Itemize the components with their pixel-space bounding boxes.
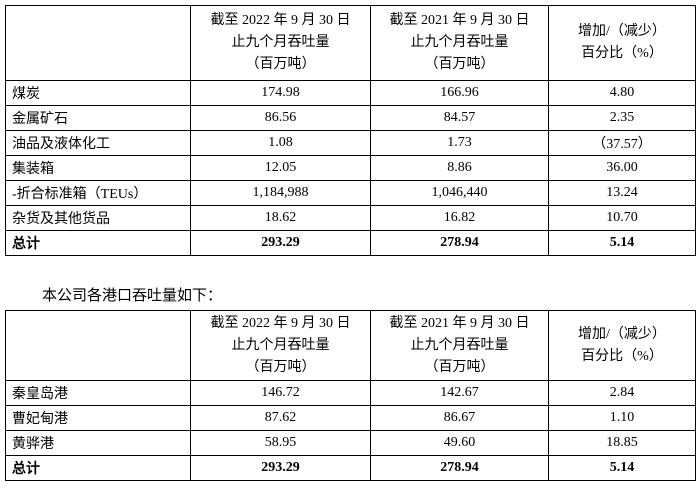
table-row: 曹妃甸港 87.62 86.67 1.10 bbox=[5, 405, 696, 431]
header-line: 百分比（%） bbox=[581, 348, 663, 364]
header-cell bbox=[5, 310, 191, 381]
value-cell: 142.67 bbox=[370, 380, 549, 406]
header-line: 增加/（减少） bbox=[578, 326, 666, 342]
header-cell: 截至 2022 年 9 月 30 日止九个月吞吐量 （百万吨） bbox=[190, 310, 371, 381]
table-row: -折合标准箱（TEUs） 1,184,988 1,046,440 13.24 bbox=[5, 180, 696, 206]
value-cell: 49.60 bbox=[370, 430, 549, 456]
header-line: （百万吨） bbox=[245, 359, 316, 375]
value-cell: 18.62 bbox=[190, 205, 371, 231]
header-cell: 增加/（减少） 百分比（%） bbox=[548, 310, 696, 381]
header-line: 百分比（%） bbox=[581, 46, 663, 61]
value-cell: 1.08 bbox=[190, 130, 371, 156]
label-cell: 集装箱 bbox=[5, 155, 191, 181]
value-cell: 4.80 bbox=[548, 80, 696, 106]
label-cell: 曹妃甸港 bbox=[5, 405, 191, 431]
header-line: （百万吨） bbox=[245, 57, 316, 72]
header-line: 增加/（减少） bbox=[578, 24, 666, 39]
header-line: （百万吨） bbox=[424, 57, 495, 72]
header-line: 截至 2022 年 9 月 30 日 bbox=[210, 315, 351, 331]
value-cell: 8.86 bbox=[370, 155, 549, 181]
table-row: 杂货及其他货品 18.62 16.82 10.70 bbox=[5, 205, 696, 231]
table-row: 黄骅港 58.95 49.60 18.85 bbox=[5, 430, 696, 456]
value-cell: 1,046,440 bbox=[370, 180, 549, 206]
value-cell: 1,184,988 bbox=[190, 180, 371, 206]
value-cell: 5.14 bbox=[548, 230, 696, 256]
header-cell: 截至 2022 年 9 月 30 日止九个月吞吐量 （百万吨） bbox=[190, 5, 371, 81]
header-row: 截至 2022 年 9 月 30 日止九个月吞吐量 （百万吨） 截至 2021 年 … bbox=[5, 5, 696, 81]
header-line: （百万吨） bbox=[424, 359, 495, 375]
value-cell: 278.94 bbox=[370, 455, 549, 481]
value-cell: 5.14 bbox=[548, 455, 696, 481]
value-cell: 10.70 bbox=[548, 205, 696, 231]
table-row: 油品及液体化工 1.08 1.73 （37.57） bbox=[5, 130, 696, 156]
table-row: 总计 293.29 278.94 5.14 bbox=[5, 230, 696, 256]
value-cell: 84.57 bbox=[370, 105, 549, 131]
value-cell: 58.95 bbox=[190, 430, 371, 456]
label-cell: 黄骅港 bbox=[5, 430, 191, 456]
label-cell: 金属矿石 bbox=[5, 105, 191, 131]
value-cell: 2.35 bbox=[548, 105, 696, 131]
header-line: 止九个月吞吐量 bbox=[231, 35, 330, 50]
header-cell bbox=[5, 5, 191, 81]
label-cell: -折合标准箱（TEUs） bbox=[5, 180, 191, 206]
value-cell: 166.96 bbox=[370, 80, 549, 106]
value-cell: 293.29 bbox=[190, 455, 371, 481]
label-cell: 油品及液体化工 bbox=[5, 130, 191, 156]
value-cell: 146.72 bbox=[190, 380, 371, 406]
table-row: 煤炭 174.98 166.96 4.80 bbox=[5, 80, 696, 106]
value-cell: 1.10 bbox=[548, 405, 696, 431]
value-cell: 13.24 bbox=[548, 180, 696, 206]
label-cell: 总计 bbox=[5, 230, 191, 256]
label-cell: 秦皇岛港 bbox=[5, 380, 191, 406]
value-cell: 1.73 bbox=[370, 130, 549, 156]
label-cell: 杂货及其他货品 bbox=[5, 205, 191, 231]
header-cell: 截至 2021 年 9 月 30 日止九个月吞吐量 （百万吨） bbox=[370, 310, 549, 381]
label-cell: 总计 bbox=[5, 455, 191, 481]
header-line: 截至 2022 年 9 月 30 日 bbox=[210, 13, 351, 28]
value-cell: 18.85 bbox=[548, 430, 696, 456]
header-line: 截至 2021 年 9 月 30 日 bbox=[389, 13, 530, 28]
header-row: 截至 2022 年 9 月 30 日止九个月吞吐量 （百万吨） 截至 2021 年 … bbox=[5, 310, 696, 381]
throughput-table: 截至 2022 年 9 月 30 日止九个月吞吐量 （百万吨） 截至 2021 年 … bbox=[5, 5, 696, 256]
table-row: 集装箱 12.05 8.86 36.00 bbox=[5, 155, 696, 181]
header-cell: 截至 2021 年 9 月 30 日止九个月吞吐量 （百万吨） bbox=[370, 5, 549, 81]
header-line: 止九个月吞吐量 bbox=[410, 337, 509, 353]
table-row: 秦皇岛港 146.72 142.67 2.84 bbox=[5, 380, 696, 406]
intro-text: 本公司各港口吞吐量如下： bbox=[42, 288, 223, 304]
value-cell: 12.05 bbox=[190, 155, 371, 181]
header-cell: 增加/（减少） 百分比（%） bbox=[548, 5, 696, 81]
table-row: 总计 293.29 278.94 5.14 bbox=[5, 455, 696, 481]
value-cell: 2.84 bbox=[548, 380, 696, 406]
value-cell: 293.29 bbox=[190, 230, 371, 256]
value-cell: 86.67 bbox=[370, 405, 549, 431]
value-cell: 174.98 bbox=[190, 80, 371, 106]
value-cell: 36.00 bbox=[548, 155, 696, 181]
value-cell: 16.82 bbox=[370, 205, 549, 231]
header-line: 止九个月吞吐量 bbox=[410, 35, 509, 50]
value-cell: （37.57） bbox=[548, 130, 696, 156]
value-cell: 278.94 bbox=[370, 230, 549, 256]
value-cell: 87.62 bbox=[190, 405, 371, 431]
table-row: 金属矿石 86.56 84.57 2.35 bbox=[5, 105, 696, 131]
value-cell: 86.56 bbox=[190, 105, 371, 131]
port-table: 截至 2022 年 9 月 30 日止九个月吞吐量 （百万吨） 截至 2021 年 … bbox=[5, 310, 696, 481]
header-line: 止九个月吞吐量 bbox=[231, 337, 330, 353]
label-cell: 煤炭 bbox=[5, 80, 191, 106]
header-line: 截至 2021 年 9 月 30 日 bbox=[389, 315, 530, 331]
